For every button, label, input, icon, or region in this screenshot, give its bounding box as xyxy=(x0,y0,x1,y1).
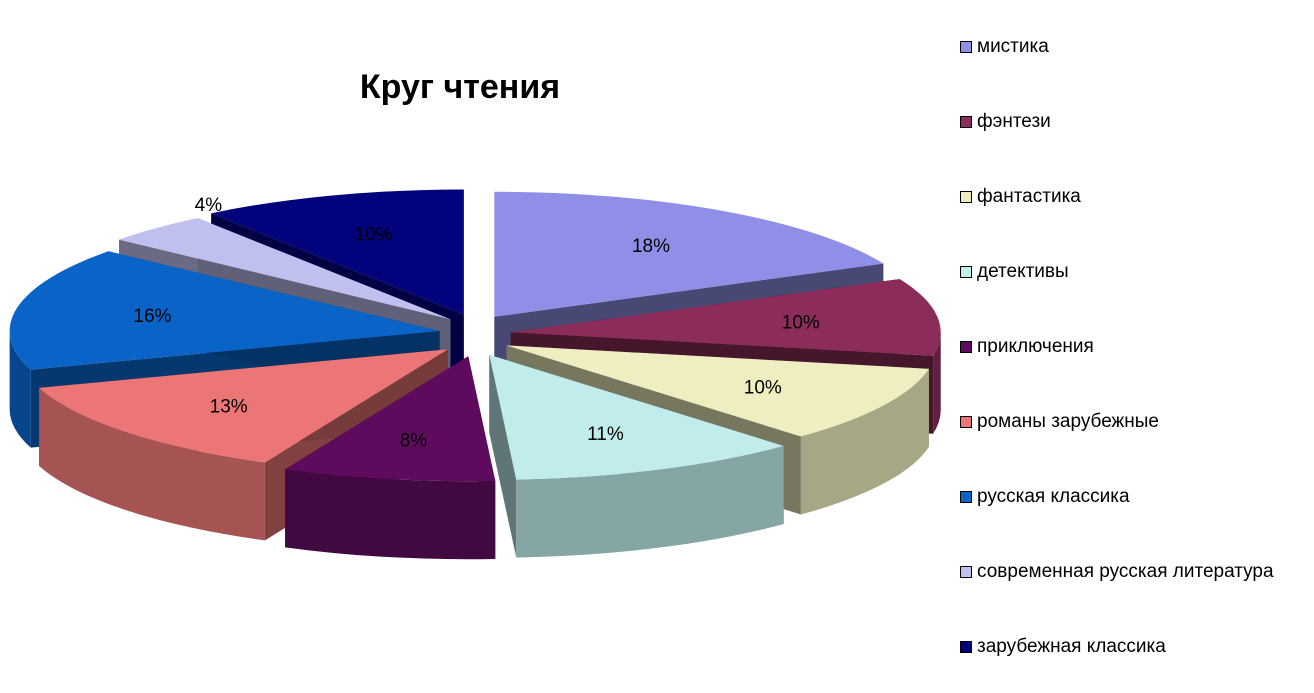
slice-outer-wall xyxy=(933,332,941,434)
legend-swatch xyxy=(960,116,972,128)
slice-top-2 xyxy=(510,279,941,356)
data-label: 13% xyxy=(210,396,248,417)
legend-item: приключения xyxy=(960,336,1094,358)
legend-swatch xyxy=(960,641,972,653)
legend-item: романы зарубежные xyxy=(960,411,1159,433)
legend-swatch xyxy=(960,491,972,503)
legend-label: зарубежная классика xyxy=(977,636,1166,657)
slice-outer-wall xyxy=(516,445,784,558)
slice-top-6 xyxy=(39,349,448,463)
chart-title: Круг чтения xyxy=(359,68,561,106)
pie-slice xyxy=(285,356,496,560)
slice-side-wall xyxy=(489,354,517,558)
legend-label: детективы xyxy=(977,261,1069,282)
legend-label: приключения xyxy=(977,336,1094,357)
legend-swatch xyxy=(960,266,972,278)
legend-item: современная русская литература xyxy=(960,561,1274,583)
legend-label: фантастика xyxy=(977,186,1081,207)
slice-top-9 xyxy=(211,189,464,315)
data-label: 18% xyxy=(632,236,670,257)
slice-outer-wall xyxy=(800,368,929,515)
legend-swatch xyxy=(960,191,972,203)
legend-item: фэнтези xyxy=(960,111,1051,133)
legend-swatch xyxy=(960,41,972,53)
slice-top-3 xyxy=(506,345,929,437)
data-label: 10% xyxy=(744,377,782,398)
legend-item: мистика xyxy=(960,36,1049,58)
legend-label: русская классика xyxy=(977,486,1130,507)
slice-outer-wall xyxy=(9,330,31,448)
legend-label: фэнтези xyxy=(977,111,1051,132)
legend-label: современная русская литература xyxy=(977,561,1274,582)
legend-item: зарубежная классика xyxy=(960,636,1166,658)
legend-label: романы зарубежные xyxy=(977,411,1159,432)
legend-swatch xyxy=(960,566,972,578)
slice-top-7 xyxy=(9,251,440,370)
slice-outer-wall xyxy=(285,469,496,560)
slice-top-1 xyxy=(494,191,884,317)
data-label: 16% xyxy=(133,306,171,327)
legend-label: мистика xyxy=(977,36,1049,57)
data-label: 11% xyxy=(587,424,624,445)
legend-item: детективы xyxy=(960,261,1069,283)
slice-top-4 xyxy=(489,354,784,480)
slice-top-5 xyxy=(285,356,496,482)
legend-item: русская классика xyxy=(960,486,1130,508)
legend-item: фантастика xyxy=(960,186,1081,208)
slice-top-8 xyxy=(119,218,451,320)
legend-swatch xyxy=(960,341,972,353)
data-label: 10% xyxy=(355,225,393,246)
data-label: 4% xyxy=(195,195,223,216)
pie-slice xyxy=(489,354,784,558)
data-label: 8% xyxy=(400,431,428,452)
data-label: 10% xyxy=(782,313,820,334)
slice-outer-wall xyxy=(39,387,265,541)
legend-swatch xyxy=(960,416,972,428)
